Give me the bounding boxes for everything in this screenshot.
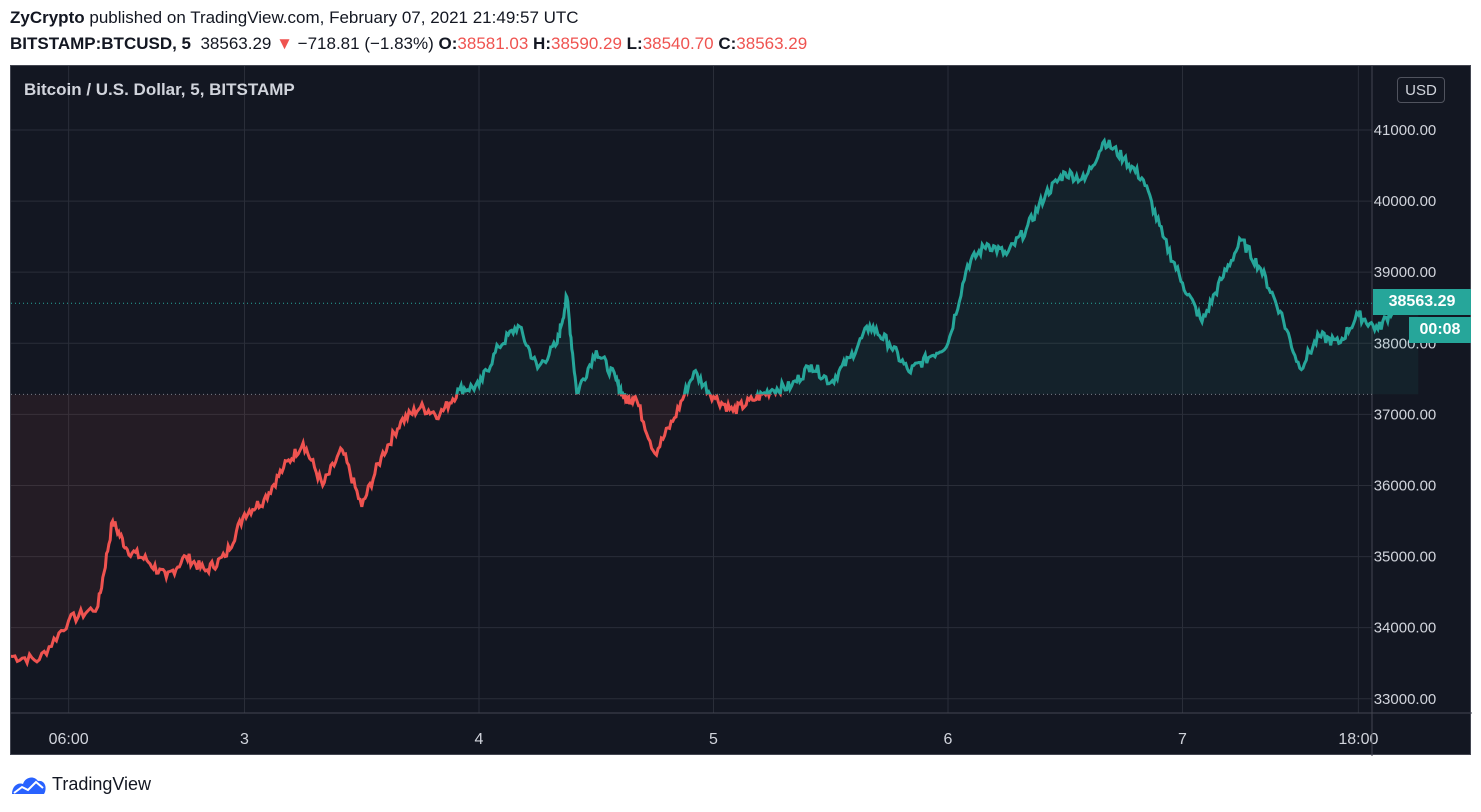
- symbol-line: BITSTAMP:BTCUSD, 5 38563.29 ▼ −718.81 (−…: [10, 34, 807, 54]
- low-value: 38540.70: [642, 34, 714, 53]
- last-price-tag: 38563.29: [1373, 289, 1471, 315]
- close-label: C:: [718, 34, 737, 53]
- y-tick-label: 39000.00: [1374, 264, 1437, 281]
- low-label: L:: [626, 34, 643, 53]
- x-tick-label: 18:00: [1338, 731, 1378, 748]
- down-arrow-icon: ▼: [276, 34, 293, 53]
- chart-title: Bitcoin / U.S. Dollar, 5, BITSTAMP: [24, 80, 295, 99]
- currency-button[interactable]: USD: [1397, 77, 1445, 103]
- high-value: 38590.29: [551, 34, 622, 53]
- symbol-label: BITSTAMP:BTCUSD, 5: [10, 34, 192, 53]
- high-label: H:: [533, 34, 551, 53]
- price-chart[interactable]: 33000.00 34000.00 35000.00 36000.00 37000.00…: [11, 66, 1472, 756]
- x-tick-label: 5: [709, 731, 718, 748]
- tradingview-logo-icon: [12, 777, 46, 794]
- footer-branding[interactable]: TradingView: [10, 772, 151, 796]
- y-tick-label: 35000.00: [1374, 549, 1437, 566]
- y-tick-label: 34000.00: [1374, 620, 1437, 637]
- y-tick-label: 36000.00: [1374, 477, 1437, 494]
- close-value: 38563.29: [736, 34, 808, 53]
- publisher-line: ZyCrypto published on TradingView.com, F…: [10, 8, 579, 28]
- footer-brand-text: TradingView: [52, 773, 152, 794]
- y-tick-label: 41000.00: [1374, 122, 1437, 139]
- bar-countdown-tag: 00:08: [1409, 317, 1471, 343]
- x-tick-label: 6: [944, 731, 953, 748]
- open-label: O:: [438, 34, 458, 53]
- area-fill-down: [11, 394, 1419, 663]
- x-tick-label: 4: [475, 731, 484, 748]
- price-line-up: [455, 137, 1420, 395]
- area-fill-up: [456, 140, 1419, 395]
- x-tick-label: 7: [1178, 731, 1187, 748]
- x-tick-label: 06:00: [49, 731, 89, 748]
- x-tick-label: 3: [240, 731, 249, 748]
- open-value: 38581.03: [457, 34, 529, 53]
- y-tick-label: 40000.00: [1374, 193, 1437, 210]
- publisher-name[interactable]: ZyCrypto: [10, 8, 85, 27]
- price-line-down: [11, 394, 782, 668]
- price-change: −718.81 (−1.83%): [297, 34, 434, 53]
- published-info: published on TradingView.com, February 0…: [89, 8, 579, 27]
- y-tick-label: 33000.00: [1374, 691, 1437, 708]
- last-price: 38563.29: [200, 34, 272, 53]
- chart-area[interactable]: 33000.00 34000.00 35000.00 36000.00 37000.00…: [10, 65, 1472, 756]
- y-tick-label: 37000.00: [1374, 406, 1437, 423]
